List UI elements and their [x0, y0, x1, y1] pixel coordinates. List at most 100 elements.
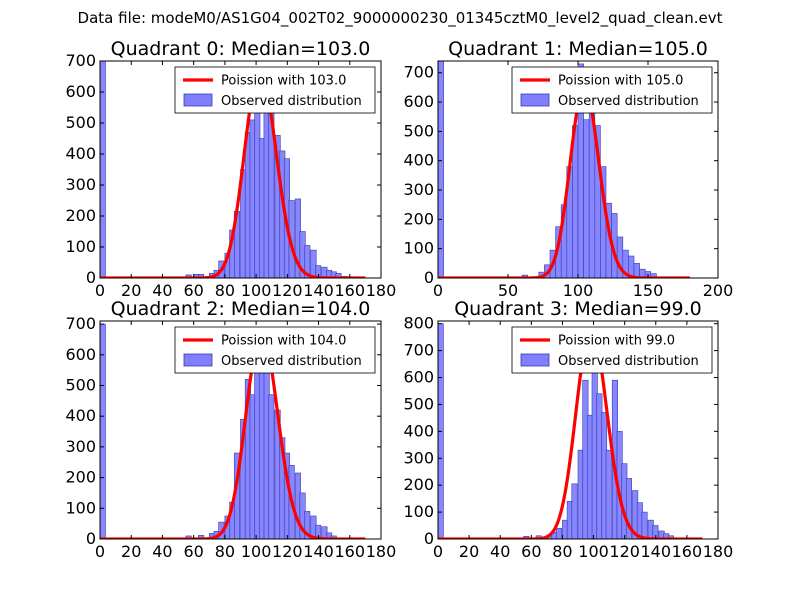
x-tick-label: 40: [152, 281, 172, 300]
plot-area: [100, 61, 367, 278]
y-tick-label: 600: [65, 345, 96, 364]
legend-bar-swatch: [183, 353, 213, 367]
y-tick-label: 800: [403, 314, 434, 333]
axes-frame: [99, 60, 382, 279]
legend: Poission with 105.0 Observed distribution: [511, 66, 713, 114]
x-tick-label: 0: [433, 281, 443, 300]
histogram-bar: [667, 535, 674, 539]
x-tick-label: 20: [459, 542, 479, 561]
legend-label-observed: Observed distribution: [221, 94, 362, 109]
y-tick-label: 600: [403, 368, 434, 387]
axes-frame: [99, 320, 382, 540]
histogram-bar: [268, 394, 275, 539]
histogram-bar: [583, 119, 590, 278]
x-tick-label: 160: [672, 542, 703, 561]
legend: Poission with 103.0 Observed distribution: [174, 66, 376, 114]
legend-label-observed: Observed distribution: [221, 354, 362, 369]
y-tick-label: 300: [403, 180, 434, 199]
y-tick-label: 0: [424, 529, 434, 548]
y-tick-label: 400: [403, 151, 434, 170]
x-tick-label: 0: [433, 542, 443, 561]
plot-area: [100, 323, 367, 539]
y-tick-label: 100: [403, 502, 434, 521]
chart-panel-3: 0 20 40 60 80 100 120 140 160 1800100200300400500…: [403, 298, 733, 561]
histogram-bar: [100, 61, 106, 278]
x-tick-label: 180: [366, 281, 397, 300]
x-tick-label: 20: [121, 281, 141, 300]
y-tick-label: 700: [403, 341, 434, 360]
y-tick-label: 700: [65, 51, 96, 70]
legend: Poission with 104.0 Observed distribution: [174, 326, 376, 374]
legend-label-observed: Observed distribution: [558, 354, 699, 369]
y-tick-label: 500: [65, 375, 96, 394]
y-tick-label: 700: [403, 63, 434, 82]
legend-bar-swatch: [183, 93, 213, 107]
y-tick-label: 100: [403, 239, 434, 258]
x-tick-label: 80: [552, 542, 572, 561]
y-tick-label: 0: [424, 268, 434, 287]
x-tick-label: 140: [303, 281, 334, 300]
y-tick-label: 400: [403, 421, 434, 440]
y-tick-label: 400: [65, 144, 96, 163]
chart-panel-0: 0 20 40 60 80 100 120 140 160 1800100200300400500…: [65, 38, 396, 300]
x-tick-label: 50: [498, 281, 518, 300]
x-tick-label: 100: [563, 281, 594, 300]
x-tick-label: 160: [335, 542, 366, 561]
chart-title: Quadrant 0: Median=103.0: [111, 38, 371, 60]
legend-bar-swatch: [520, 93, 550, 107]
legend-label-poisson: Poission with 103.0: [221, 74, 346, 89]
histogram-bar: [438, 61, 444, 278]
chart-panel-2: 0 20 40 60 80 100 120 140 160 1800100200300400500…: [65, 298, 396, 561]
y-tick-label: 200: [403, 209, 434, 228]
histogram-bar: [650, 273, 657, 278]
y-tick-label: 600: [65, 82, 96, 101]
legend-label-poisson: Poission with 99.0: [558, 334, 675, 349]
chart-title: Quadrant 1: Median=105.0: [448, 38, 708, 60]
x-tick-label: 60: [183, 542, 203, 561]
y-tick-label: 500: [403, 121, 434, 140]
x-tick-label: 60: [183, 281, 203, 300]
histogram-bar: [100, 323, 106, 539]
x-tick-label: 120: [272, 542, 303, 561]
legend: Poission with 99.0 Observed distribution: [511, 326, 713, 374]
figure-suptitle: Data file: modeM0/AS1G04_002T02_90000002…: [77, 9, 723, 27]
x-tick-label: 180: [366, 542, 397, 561]
y-tick-label: 300: [65, 437, 96, 456]
plot-area: [438, 61, 691, 278]
legend-label-observed: Observed distribution: [558, 94, 699, 109]
y-tick-label: 0: [86, 529, 96, 548]
x-tick-label: 0: [95, 281, 105, 300]
y-tick-label: 600: [403, 92, 434, 111]
histogram-bar: [641, 511, 648, 539]
x-tick-label: 160: [335, 281, 366, 300]
x-tick-label: 0: [95, 542, 105, 561]
histogram-bar: [315, 265, 322, 278]
x-tick-label: 40: [490, 542, 510, 561]
legend-label-poisson: Poission with 104.0: [221, 334, 346, 349]
histogram-bar: [335, 273, 342, 278]
y-tick-label: 100: [65, 237, 96, 256]
x-tick-label: 80: [215, 542, 235, 561]
y-tick-label: 200: [65, 206, 96, 225]
histogram-bar: [571, 483, 578, 539]
histogram-bar: [555, 527, 562, 539]
x-tick-label: 140: [641, 542, 672, 561]
x-tick-label: 100: [578, 542, 609, 561]
y-tick-label: 700: [65, 314, 96, 333]
histogram-bar: [605, 449, 612, 539]
chart-panel-1: 0 50 100 150 200 0 100 200 300 400 500 600 700 Quadra…: [403, 38, 733, 300]
y-tick-label: 500: [403, 394, 434, 413]
chart-title: Quadrant 3: Median=99.0: [454, 298, 702, 320]
x-tick-label: 200: [703, 281, 734, 300]
histogram-bar: [625, 478, 632, 539]
y-tick-label: 300: [65, 175, 96, 194]
x-tick-label: 80: [215, 281, 235, 300]
x-tick-label: 60: [521, 542, 541, 561]
x-tick-label: 140: [303, 542, 334, 561]
x-tick-label: 120: [609, 542, 640, 561]
y-tick-label: 500: [65, 113, 96, 132]
x-tick-label: 150: [633, 281, 664, 300]
y-tick-label: 0: [86, 268, 96, 287]
x-tick-label: 120: [272, 281, 303, 300]
